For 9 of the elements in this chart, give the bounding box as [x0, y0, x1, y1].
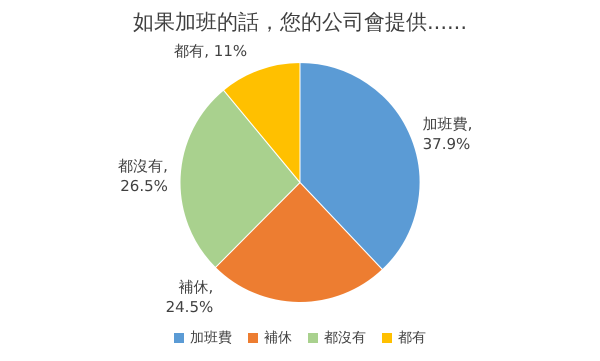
data-label: 加班費, 37.9% — [422, 114, 472, 154]
legend-label: 都沒有 — [324, 329, 366, 347]
data-label: 都沒有, 26.5% — [118, 156, 168, 196]
legend-label: 加班費 — [190, 329, 232, 347]
legend-label: 都有 — [398, 329, 426, 347]
data-label: 都有, 11% — [174, 40, 248, 60]
data-label: 補休, 24.5% — [166, 276, 214, 316]
chart-title: 如果加班的話，您的公司會提供...... — [132, 9, 468, 36]
legend-label: 補休 — [264, 329, 292, 347]
